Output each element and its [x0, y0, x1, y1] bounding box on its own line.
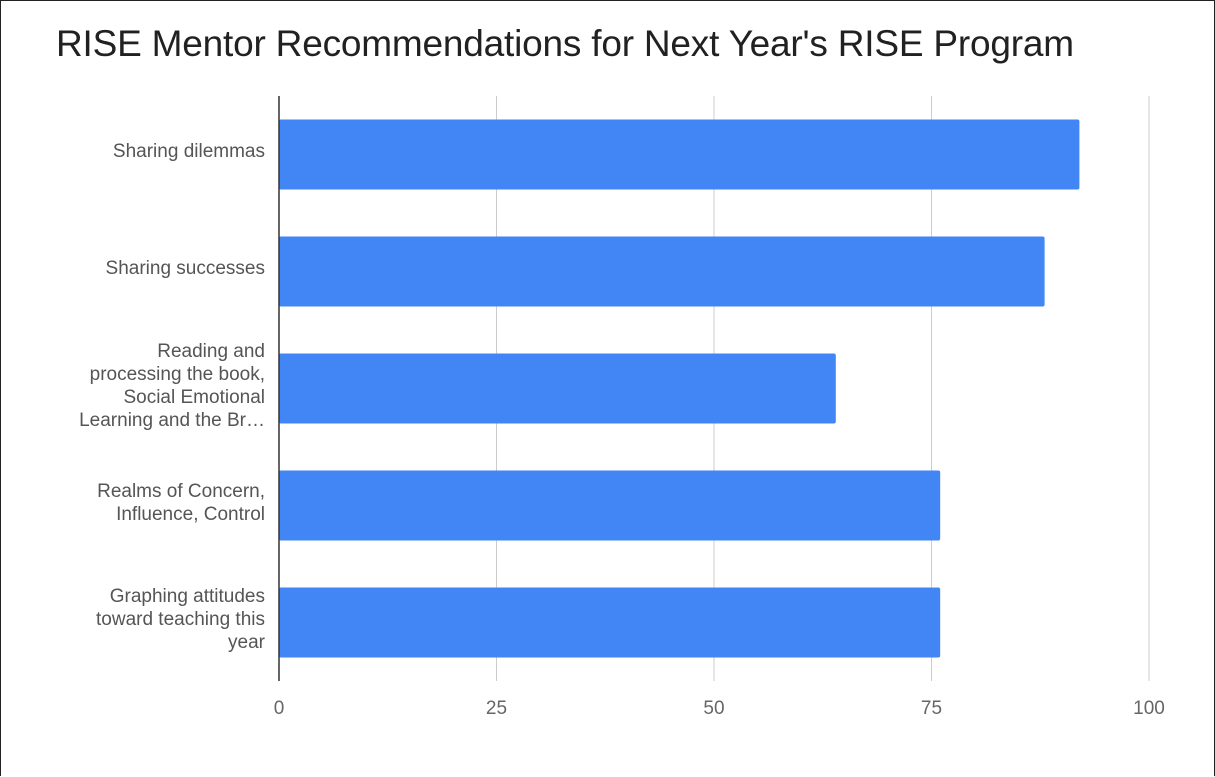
bar-4 — [279, 470, 941, 541]
category-label-line: Social Emotional — [123, 386, 265, 408]
x-tick-label: 0 — [273, 698, 285, 719]
x-tick-label: 75 — [920, 698, 943, 719]
bar-5 — [279, 587, 941, 658]
category-label-line: toward teaching this — [96, 609, 265, 630]
category-label: Reading and processing the book, Social Em… — [25, 340, 265, 432]
category-label-line: Learning and the Br… — [79, 409, 265, 431]
bar-1 — [279, 119, 1080, 190]
category-label-line: Sharing successes — [105, 258, 265, 279]
x-tick-label: 100 — [1133, 698, 1165, 719]
category-label: Realms of Concern, Influence, Control — [25, 480, 265, 526]
category-label-line: Realms of Concern, — [97, 480, 265, 502]
x-tick-label: 25 — [485, 698, 508, 719]
x-tick-label: 50 — [703, 698, 725, 719]
bar-2 — [279, 236, 1045, 307]
category-label: Sharing dilemmas — [25, 140, 265, 163]
category-label: Sharing successes — [25, 257, 265, 280]
bars — [279, 119, 1080, 658]
category-label-line: processing the book, — [89, 363, 265, 385]
category-label-line: year — [228, 632, 265, 653]
category-label-line: Graphing attitudes — [109, 586, 265, 607]
category-label: Graphing attitudes toward teaching this ye… — [25, 585, 265, 654]
chart-title: RISE Mentor Recommendations for Next Yea… — [56, 23, 1074, 64]
category-label-line: Influence, Control — [116, 503, 265, 525]
category-label-line: Sharing dilemmas — [112, 141, 265, 162]
category-label-line: Reading and — [157, 340, 265, 362]
bar-3 — [279, 353, 836, 424]
